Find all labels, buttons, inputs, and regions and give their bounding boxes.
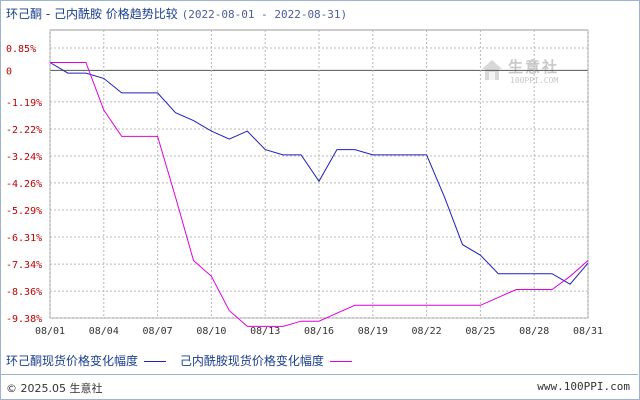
footer-site-link[interactable]: www.100PPI.com [537, 380, 630, 393]
y-tick-label: -8.36% [6, 287, 42, 298]
y-tick-label: -4.26% [6, 179, 42, 190]
legend-item-series-2: 己内酰胺现货价格变化幅度 [180, 352, 352, 369]
series-line-2 [50, 62, 589, 327]
legend-item-series-1: 环己酮现货价格变化幅度 [6, 352, 167, 369]
x-tick-label: 08/16 [304, 326, 334, 337]
x-tick-label: 08/19 [358, 326, 388, 337]
y-tick-label: 0 [6, 66, 12, 77]
y-tick-label: -1.19% [6, 98, 42, 109]
watermark-logo: 生意社 100PPI.COM [480, 56, 580, 90]
footer-copyright: © 2025.05 生意社 [6, 382, 103, 395]
x-tick-label: 08/25 [465, 326, 495, 337]
series-line-1 [49, 62, 589, 285]
x-tick-label: 08/01 [35, 326, 65, 337]
legend-swatch-series-1 [144, 361, 167, 362]
chart-title-text: 环己酮 - 己内酰胺 价格趋势比较 [6, 7, 178, 21]
chart-date-range: (2022-08-01 - 2022-08-31) [181, 8, 348, 21]
x-tick-label: 08/10 [196, 326, 226, 337]
legend-swatch-series-2 [329, 361, 352, 362]
legend: 环己酮现货价格变化幅度 己内酰胺现货价格变化幅度 [6, 352, 362, 369]
x-tick-label: 08/07 [143, 326, 173, 337]
watermark-cn: 生意社 [508, 58, 560, 76]
x-tick-label: 08/28 [519, 326, 549, 337]
footer: © 2025.05 生意社 www.100PPI.com [0, 374, 638, 399]
y-tick-label: -7.34% [6, 260, 42, 271]
y-tick-label: -9.38% [6, 314, 42, 325]
x-tick-label: 08/04 [89, 326, 119, 337]
y-tick-label: -6.31% [6, 233, 42, 244]
x-tick-label: 08/13 [250, 326, 280, 337]
y-tick-label: 0.85% [6, 44, 36, 55]
x-tick-label: 08/22 [412, 326, 442, 337]
y-tick-label: -5.29% [6, 206, 42, 217]
x-tick-label: 08/31 [573, 326, 603, 337]
watermark-en: 100PPI.COM [510, 76, 559, 85]
legend-label-series-2: 己内酰胺现货价格变化幅度 [179, 354, 324, 368]
legend-label-series-1: 环己酮现货价格变化幅度 [6, 354, 139, 368]
y-tick-label: -2.22% [6, 125, 42, 136]
y-tick-label: -3.24% [6, 152, 42, 163]
chart-title: 环己酮 - 己内酰胺 价格趋势比较 (2022-08-01 - 2022-08-… [6, 5, 347, 22]
